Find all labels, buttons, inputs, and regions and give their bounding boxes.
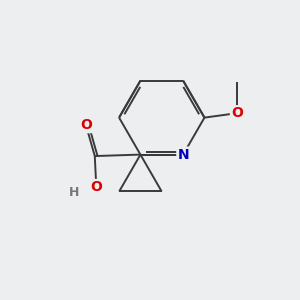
Text: O: O	[90, 180, 102, 194]
Text: N: N	[177, 148, 189, 162]
Text: H: H	[69, 186, 80, 199]
Text: O: O	[231, 106, 243, 120]
Text: O: O	[80, 118, 92, 132]
